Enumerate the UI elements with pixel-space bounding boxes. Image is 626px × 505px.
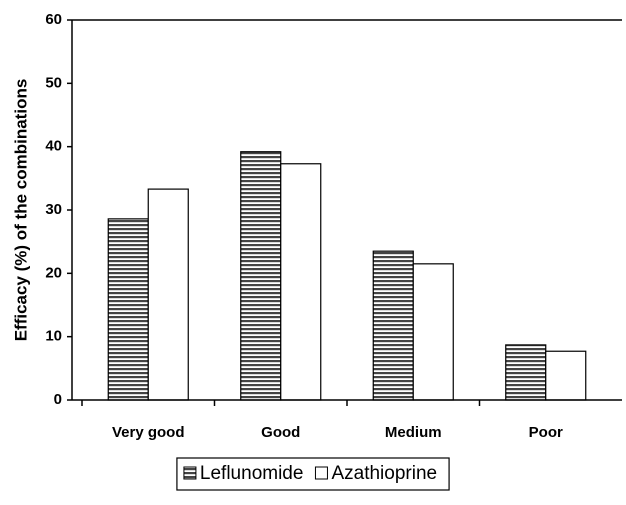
y-tick-label: 10 xyxy=(45,328,62,345)
y-tick-label: 20 xyxy=(45,264,62,281)
x-tick-label: Poor xyxy=(529,424,563,441)
legend-swatch xyxy=(183,466,197,480)
y-tick-label: 30 xyxy=(45,201,62,218)
bar xyxy=(280,163,322,401)
bar xyxy=(147,188,189,401)
legend-swatch xyxy=(314,466,328,480)
y-tick-label: 40 xyxy=(45,138,62,155)
bar xyxy=(545,350,587,401)
y-tick-label: 50 xyxy=(45,74,62,91)
legend-label: Leflunomide xyxy=(200,463,304,484)
legend-label: Azathioprine xyxy=(331,463,437,484)
x-tick-label: Good xyxy=(261,424,300,441)
y-axis-label: Efficacy (%) of the combinations xyxy=(11,79,30,342)
bar xyxy=(505,344,547,401)
bar xyxy=(412,263,454,401)
bar xyxy=(107,218,149,401)
y-tick-label: 60 xyxy=(45,11,62,28)
bar xyxy=(240,151,282,401)
bar xyxy=(372,250,414,401)
x-tick-label: Medium xyxy=(385,424,442,441)
legend xyxy=(176,457,450,491)
y-tick-label: 0 xyxy=(54,391,62,408)
x-tick-label: Very good xyxy=(112,424,185,441)
